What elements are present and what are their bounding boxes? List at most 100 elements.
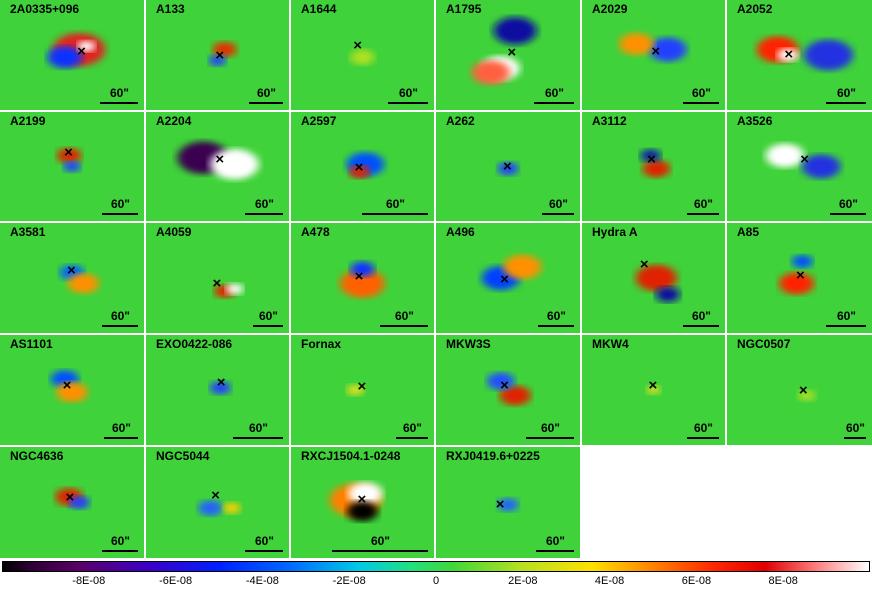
residual-blob — [471, 60, 510, 85]
residual-blob — [640, 149, 661, 163]
residual-blob — [798, 390, 816, 401]
residual-map — [765, 143, 841, 179]
residual-blob — [223, 502, 241, 514]
residual-blob — [226, 283, 244, 295]
cluster-center-marker: × — [784, 46, 794, 63]
panel-a2597: A2597 × 60" — [291, 112, 434, 221]
panel-exo0422-086: EXO0422-086 × 60" — [146, 335, 289, 445]
residual-blob — [497, 498, 519, 512]
cluster-center-marker: × — [212, 274, 222, 292]
colorbar-tick-label: -6E-08 — [159, 575, 193, 587]
scale-bar — [536, 550, 574, 552]
residual-blob — [350, 49, 375, 65]
scale-bar-label: 60" — [402, 421, 422, 435]
cluster-name: A478 — [301, 225, 330, 239]
residual-blob — [349, 165, 370, 179]
scale-bar — [388, 102, 428, 104]
cluster-name: A1795 — [446, 2, 482, 16]
cluster-center-marker: × — [507, 43, 517, 61]
residual-map — [59, 264, 100, 294]
scale-bar-label: 60" — [545, 534, 565, 548]
cluster-center-marker: × — [357, 377, 367, 395]
scale-bar-label: 60" — [836, 86, 856, 100]
cluster-center-marker: × — [500, 376, 509, 394]
scale-bar — [233, 437, 283, 439]
scale-bar-label: 60" — [691, 86, 711, 100]
panel-a2204: A2204 × 60" — [146, 112, 289, 221]
panel-a2052: A2052 × 60" — [727, 0, 872, 110]
residual-map — [346, 152, 385, 179]
colorbar-tick-label: 6E-08 — [681, 575, 712, 587]
residual-map — [177, 141, 259, 180]
scale-bar — [844, 437, 866, 439]
residual-blob — [802, 154, 841, 179]
residual-blob — [765, 143, 805, 168]
scale-bar-label: 60" — [254, 197, 274, 211]
panel-a2199: A2199 × 60" — [0, 112, 144, 221]
panel-ngc5044: NGC5044 × 60" — [146, 447, 289, 558]
cluster-name: NGC4636 — [10, 449, 64, 463]
scale-bar-label: 60" — [544, 86, 564, 100]
residual-blob — [655, 286, 680, 303]
cluster-name: A133 — [156, 2, 185, 16]
residual-blob — [635, 264, 677, 292]
panel-fornax: Fornax × 60" — [291, 335, 434, 445]
residual-map — [55, 488, 90, 510]
residual-blob — [777, 48, 799, 62]
cluster-center-marker: × — [503, 157, 512, 175]
residual-blob — [67, 273, 100, 294]
cluster-name: A1644 — [301, 2, 337, 16]
cluster-center-marker: × — [353, 37, 362, 55]
panel-a85: A85 × 60" — [727, 223, 872, 333]
cluster-center-marker: × — [215, 150, 225, 168]
panel-ngc4636: NGC4636 × 60" — [0, 447, 144, 558]
cluster-name: A496 — [446, 225, 475, 239]
scale-bar-label: 60" — [109, 86, 129, 100]
residual-map — [497, 162, 519, 176]
panel-mkw4: MKW4 × 60" — [582, 335, 725, 445]
residual-blob — [77, 40, 96, 52]
residual-map — [756, 36, 853, 71]
residual-map — [640, 149, 671, 178]
scale-bar-label: 60" — [110, 534, 130, 548]
panel-hydra-a: Hydra A × 60" — [582, 223, 725, 333]
scale-bar-label: 60" — [836, 309, 856, 323]
panel-a4059: A4059 × 60" — [146, 223, 289, 333]
cluster-center-marker: × — [795, 266, 805, 284]
cluster-center-marker: × — [639, 255, 649, 273]
cluster-center-marker: × — [216, 374, 226, 392]
colorbar-tick-label: -2E-08 — [332, 575, 366, 587]
cluster-name: A4059 — [156, 225, 192, 239]
cluster-name: MKW3S — [446, 337, 491, 351]
residual-map — [214, 283, 244, 298]
scale-bar-label: 60" — [845, 421, 865, 435]
residual-map — [47, 33, 106, 69]
residual-blob — [648, 37, 687, 62]
cluster-center-marker: × — [798, 382, 808, 400]
scale-bar — [542, 213, 574, 215]
panel-a1795: A1795 × 60" — [436, 0, 580, 110]
cluster-center-marker: × — [62, 376, 72, 394]
panel-a3526: A3526 × 60" — [727, 112, 872, 221]
scale-bar-label: 60" — [111, 421, 131, 435]
colorbar-tick-label: -4E-08 — [245, 575, 279, 587]
cluster-name: A2052 — [737, 2, 773, 16]
residual-blob — [493, 17, 537, 45]
residual-blob — [346, 384, 364, 396]
residual-blob — [348, 482, 383, 505]
colorbar-tick-label: 4E-08 — [594, 575, 625, 587]
panel-ngc0507: NGC0507 × 60" — [727, 335, 872, 445]
scale-bar — [396, 437, 428, 439]
residual-map — [798, 390, 816, 401]
panel-a2029: A2029 × 60" — [582, 0, 725, 110]
residual-map — [471, 17, 537, 85]
cluster-center-marker: × — [800, 150, 810, 168]
residual-map — [635, 264, 680, 303]
cluster-center-marker: × — [65, 489, 75, 507]
scale-bar — [104, 437, 138, 439]
colorbar-tick-label: 2E-08 — [508, 575, 538, 587]
cluster-name: A2029 — [592, 2, 628, 16]
residual-blob — [804, 39, 853, 71]
scale-bar-label: 60" — [248, 421, 268, 435]
panel-a3112: A3112 × 60" — [582, 112, 725, 221]
